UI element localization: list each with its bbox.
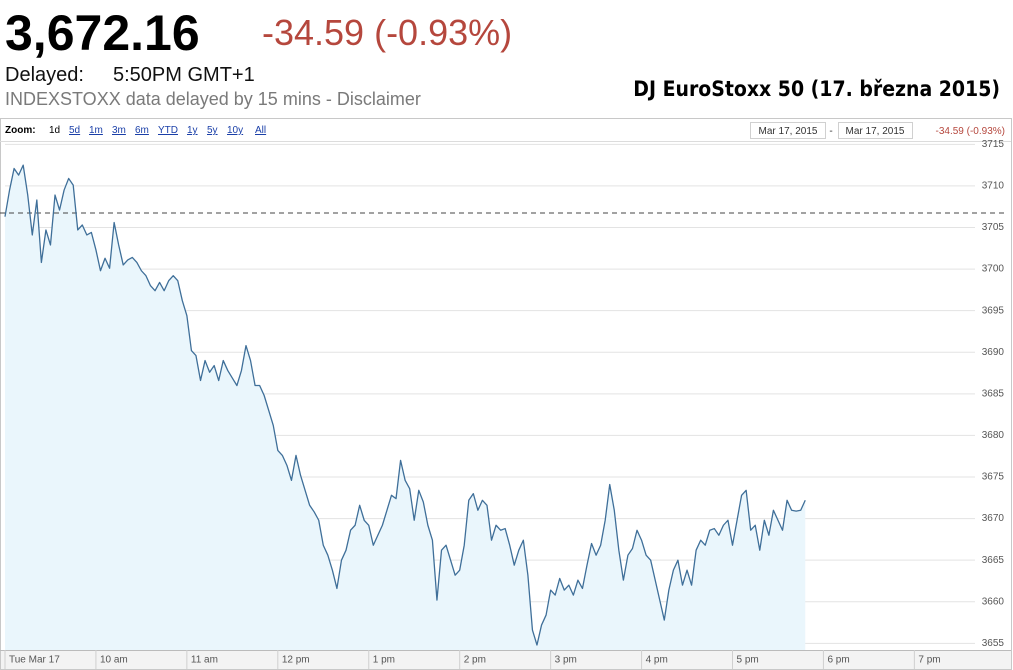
range-from-box[interactable] <box>750 122 826 139</box>
x-axis-band <box>1 650 1011 669</box>
range-separator: - <box>829 126 832 137</box>
range-to[interactable]: Mar 17, 2015 <box>846 126 905 137</box>
y-tick-label: 3695 <box>982 305 1005 316</box>
zoom-option[interactable]: 10y <box>227 125 243 136</box>
y-tick-label: 3660 <box>982 596 1005 607</box>
y-tick-label: 3715 <box>982 139 1005 150</box>
x-tick-label: Tue Mar 17 <box>9 655 60 666</box>
zoom-option[interactable]: 1m <box>89 125 103 136</box>
y-tick-label: 3710 <box>982 181 1005 192</box>
range-from[interactable]: Mar 17, 2015 <box>759 126 818 137</box>
x-tick-label: 5 pm <box>737 655 759 666</box>
x-tick-label: 1 pm <box>373 655 395 666</box>
y-tick-label: 3690 <box>982 347 1005 358</box>
price-line <box>4 164 806 646</box>
change: -34.59 (-0.93%) <box>262 12 512 53</box>
y-tick-label: 3700 <box>982 264 1005 275</box>
y-tick-label: 3680 <box>982 430 1005 441</box>
chart-title: DJ EuroStoxx 50 (17. března 2015) <box>633 77 1000 101</box>
zoom-options: 1d 5d 1m 3m 6m YTD 1y 5y 10y All <box>49 125 266 136</box>
zoom-option[interactable]: YTD <box>158 125 178 136</box>
delay-notice[interactable]: INDEXSTOXX data delayed by 15 mins - Dis… <box>5 89 421 109</box>
x-tick-label: 6 pm <box>827 655 849 666</box>
y-tick-label: 3705 <box>982 222 1005 233</box>
zoom-option[interactable]: 5y <box>207 125 218 136</box>
y-tick-label: 3675 <box>982 472 1005 483</box>
x-tick-label: 10 am <box>100 655 128 666</box>
x-tick-label: 2 pm <box>464 655 486 666</box>
x-tick-label: 12 pm <box>282 655 310 666</box>
zoom-option[interactable]: All <box>255 125 266 136</box>
zoom-option[interactable]: 1d <box>49 125 60 136</box>
price: 3,672.16 <box>5 5 200 61</box>
x-tick-label: 7 pm <box>918 655 940 666</box>
price-area <box>5 165 806 650</box>
delayed-time: 5:50PM GMT+1 <box>113 64 255 86</box>
x-tick-label: 3 pm <box>555 655 577 666</box>
delayed-label: Delayed: <box>5 64 84 86</box>
x-tick-label: 11 am <box>191 655 218 666</box>
zoom-option[interactable]: 3m <box>112 125 126 136</box>
y-tick-label: 3655 <box>982 638 1005 649</box>
zoom-label: Zoom: <box>5 125 36 136</box>
zoom-option[interactable]: 5d <box>69 125 80 136</box>
range-change: -34.59 (-0.93%) <box>936 126 1005 137</box>
y-tick-label: 3670 <box>982 513 1005 524</box>
plot: 3655 3660 3665 3670 3675 3680 3685 3690 3695 3700… <box>0 139 1005 669</box>
x-tick-label: 4 pm <box>646 655 668 666</box>
zoom-option[interactable]: 1y <box>187 125 198 136</box>
zoom-option[interactable]: 6m <box>135 125 149 136</box>
y-tick-label: 3665 <box>982 555 1005 566</box>
range-to-box[interactable] <box>838 122 913 139</box>
y-tick-label: 3685 <box>982 388 1005 399</box>
